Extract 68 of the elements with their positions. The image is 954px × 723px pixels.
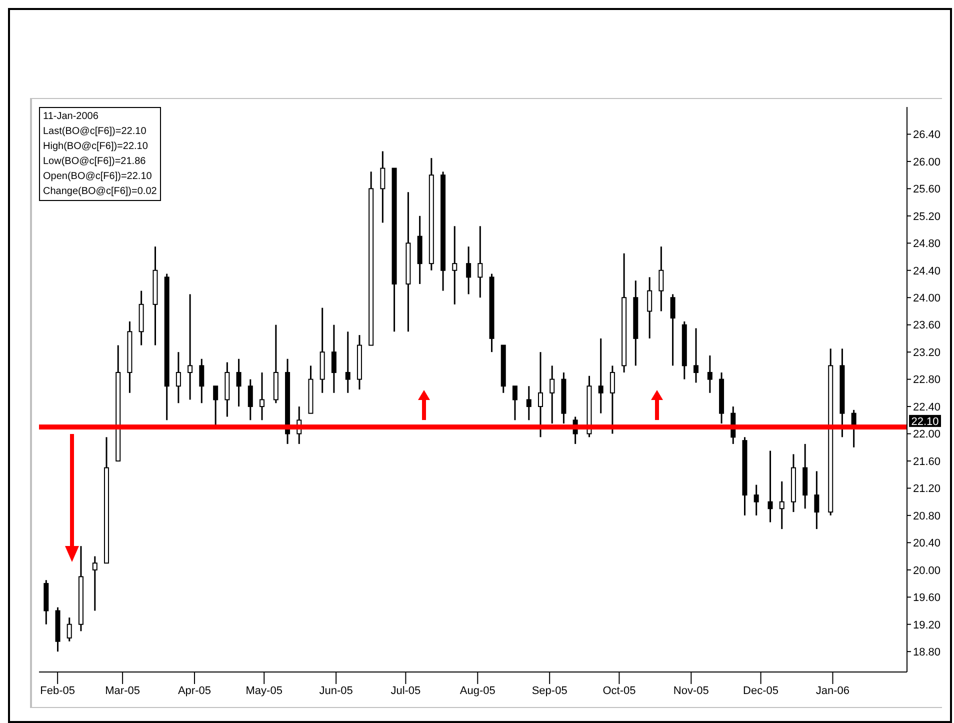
candlestick bbox=[478, 225, 483, 298]
candlestick bbox=[236, 358, 242, 408]
x-tick-label: Apr-05 bbox=[178, 684, 212, 697]
x-tick-label: Feb-05 bbox=[40, 684, 75, 697]
ref-line-label: 22.10 bbox=[911, 416, 939, 428]
candlestick bbox=[779, 480, 784, 530]
candlestick bbox=[345, 330, 350, 394]
y-tick-label: 24.40 bbox=[913, 265, 941, 278]
y-tick-label: 22.00 bbox=[913, 428, 941, 441]
y-tick-label: 25.60 bbox=[913, 184, 941, 196]
x-tick-label: Dec-05 bbox=[743, 684, 779, 697]
y-tick-label: 25.20 bbox=[913, 210, 941, 223]
candlestick bbox=[452, 225, 458, 306]
candlestick bbox=[610, 364, 615, 434]
candlestick bbox=[260, 372, 264, 421]
candlestick bbox=[176, 351, 181, 404]
annotation: Change(BO@c[F6])=0.02 bbox=[43, 185, 157, 199]
y-tick-label: 21.20 bbox=[913, 483, 941, 496]
y-tick-label: 24.00 bbox=[913, 292, 941, 305]
y-tick-label: 21.60 bbox=[913, 456, 941, 468]
x-tick-label: Sep-05 bbox=[532, 684, 568, 697]
candlestick bbox=[331, 324, 336, 394]
y-tick-label: 20.00 bbox=[913, 564, 941, 577]
y-tick-label: 26.40 bbox=[913, 129, 941, 142]
x-tick-label: Jul-05 bbox=[390, 684, 421, 697]
x-tick-label: Oct-05 bbox=[602, 684, 636, 697]
candlestick bbox=[707, 354, 712, 394]
candlestick bbox=[466, 246, 472, 295]
y-tick-label: 24.80 bbox=[913, 238, 941, 250]
candlestick bbox=[538, 351, 544, 438]
x-tick-label: Mar-05 bbox=[105, 684, 140, 697]
y-tick-label: 19.20 bbox=[913, 619, 941, 632]
candlestick bbox=[598, 338, 604, 414]
annotation: 11-Jan-2006 bbox=[43, 110, 100, 124]
candlestick bbox=[526, 385, 532, 421]
candlestick bbox=[380, 150, 386, 224]
y-tick-label: 20.80 bbox=[913, 510, 941, 522]
y-tick-label: 23.60 bbox=[913, 320, 941, 332]
annotation: Low(BO@c[F6])=21.86 bbox=[43, 155, 147, 169]
candlestick bbox=[670, 293, 676, 366]
candlestick bbox=[754, 484, 759, 516]
candlestick bbox=[694, 327, 698, 384]
x-tick-label: Jan-06 bbox=[816, 684, 850, 697]
x-tick-label: Nov-05 bbox=[673, 684, 709, 697]
x-tick-label: May-05 bbox=[246, 684, 282, 697]
candlestick bbox=[647, 276, 652, 340]
candlestick bbox=[814, 470, 820, 530]
y-tick-label: 23.20 bbox=[913, 346, 941, 359]
candlestick bbox=[92, 556, 98, 612]
x-tick-label: Aug-05 bbox=[460, 684, 496, 697]
y-tick-label: 26.00 bbox=[913, 156, 941, 168]
candlestick bbox=[512, 385, 518, 421]
candlestick bbox=[550, 364, 555, 424]
annotation: High(BO@c[F6])=22.10 bbox=[43, 140, 149, 154]
annotation: Last(BO@c[F6])=22.10 bbox=[43, 125, 148, 139]
x-tick-label: Jun-05 bbox=[319, 684, 353, 697]
candlestick bbox=[658, 246, 664, 312]
y-tick-label: 18.80 bbox=[913, 646, 941, 658]
y-tick-label: 22.80 bbox=[913, 374, 941, 386]
candlestick bbox=[66, 616, 72, 642]
candlestick bbox=[199, 358, 204, 404]
y-tick-label: 19.60 bbox=[913, 592, 941, 604]
y-tick-label: 20.40 bbox=[913, 538, 941, 550]
candlestick bbox=[188, 293, 193, 400]
candlestick bbox=[248, 378, 253, 421]
annotation: Open(BO@c[F6])=22.10 bbox=[43, 170, 153, 184]
y-tick-label: 22.40 bbox=[913, 401, 941, 414]
candlestick bbox=[768, 450, 773, 523]
